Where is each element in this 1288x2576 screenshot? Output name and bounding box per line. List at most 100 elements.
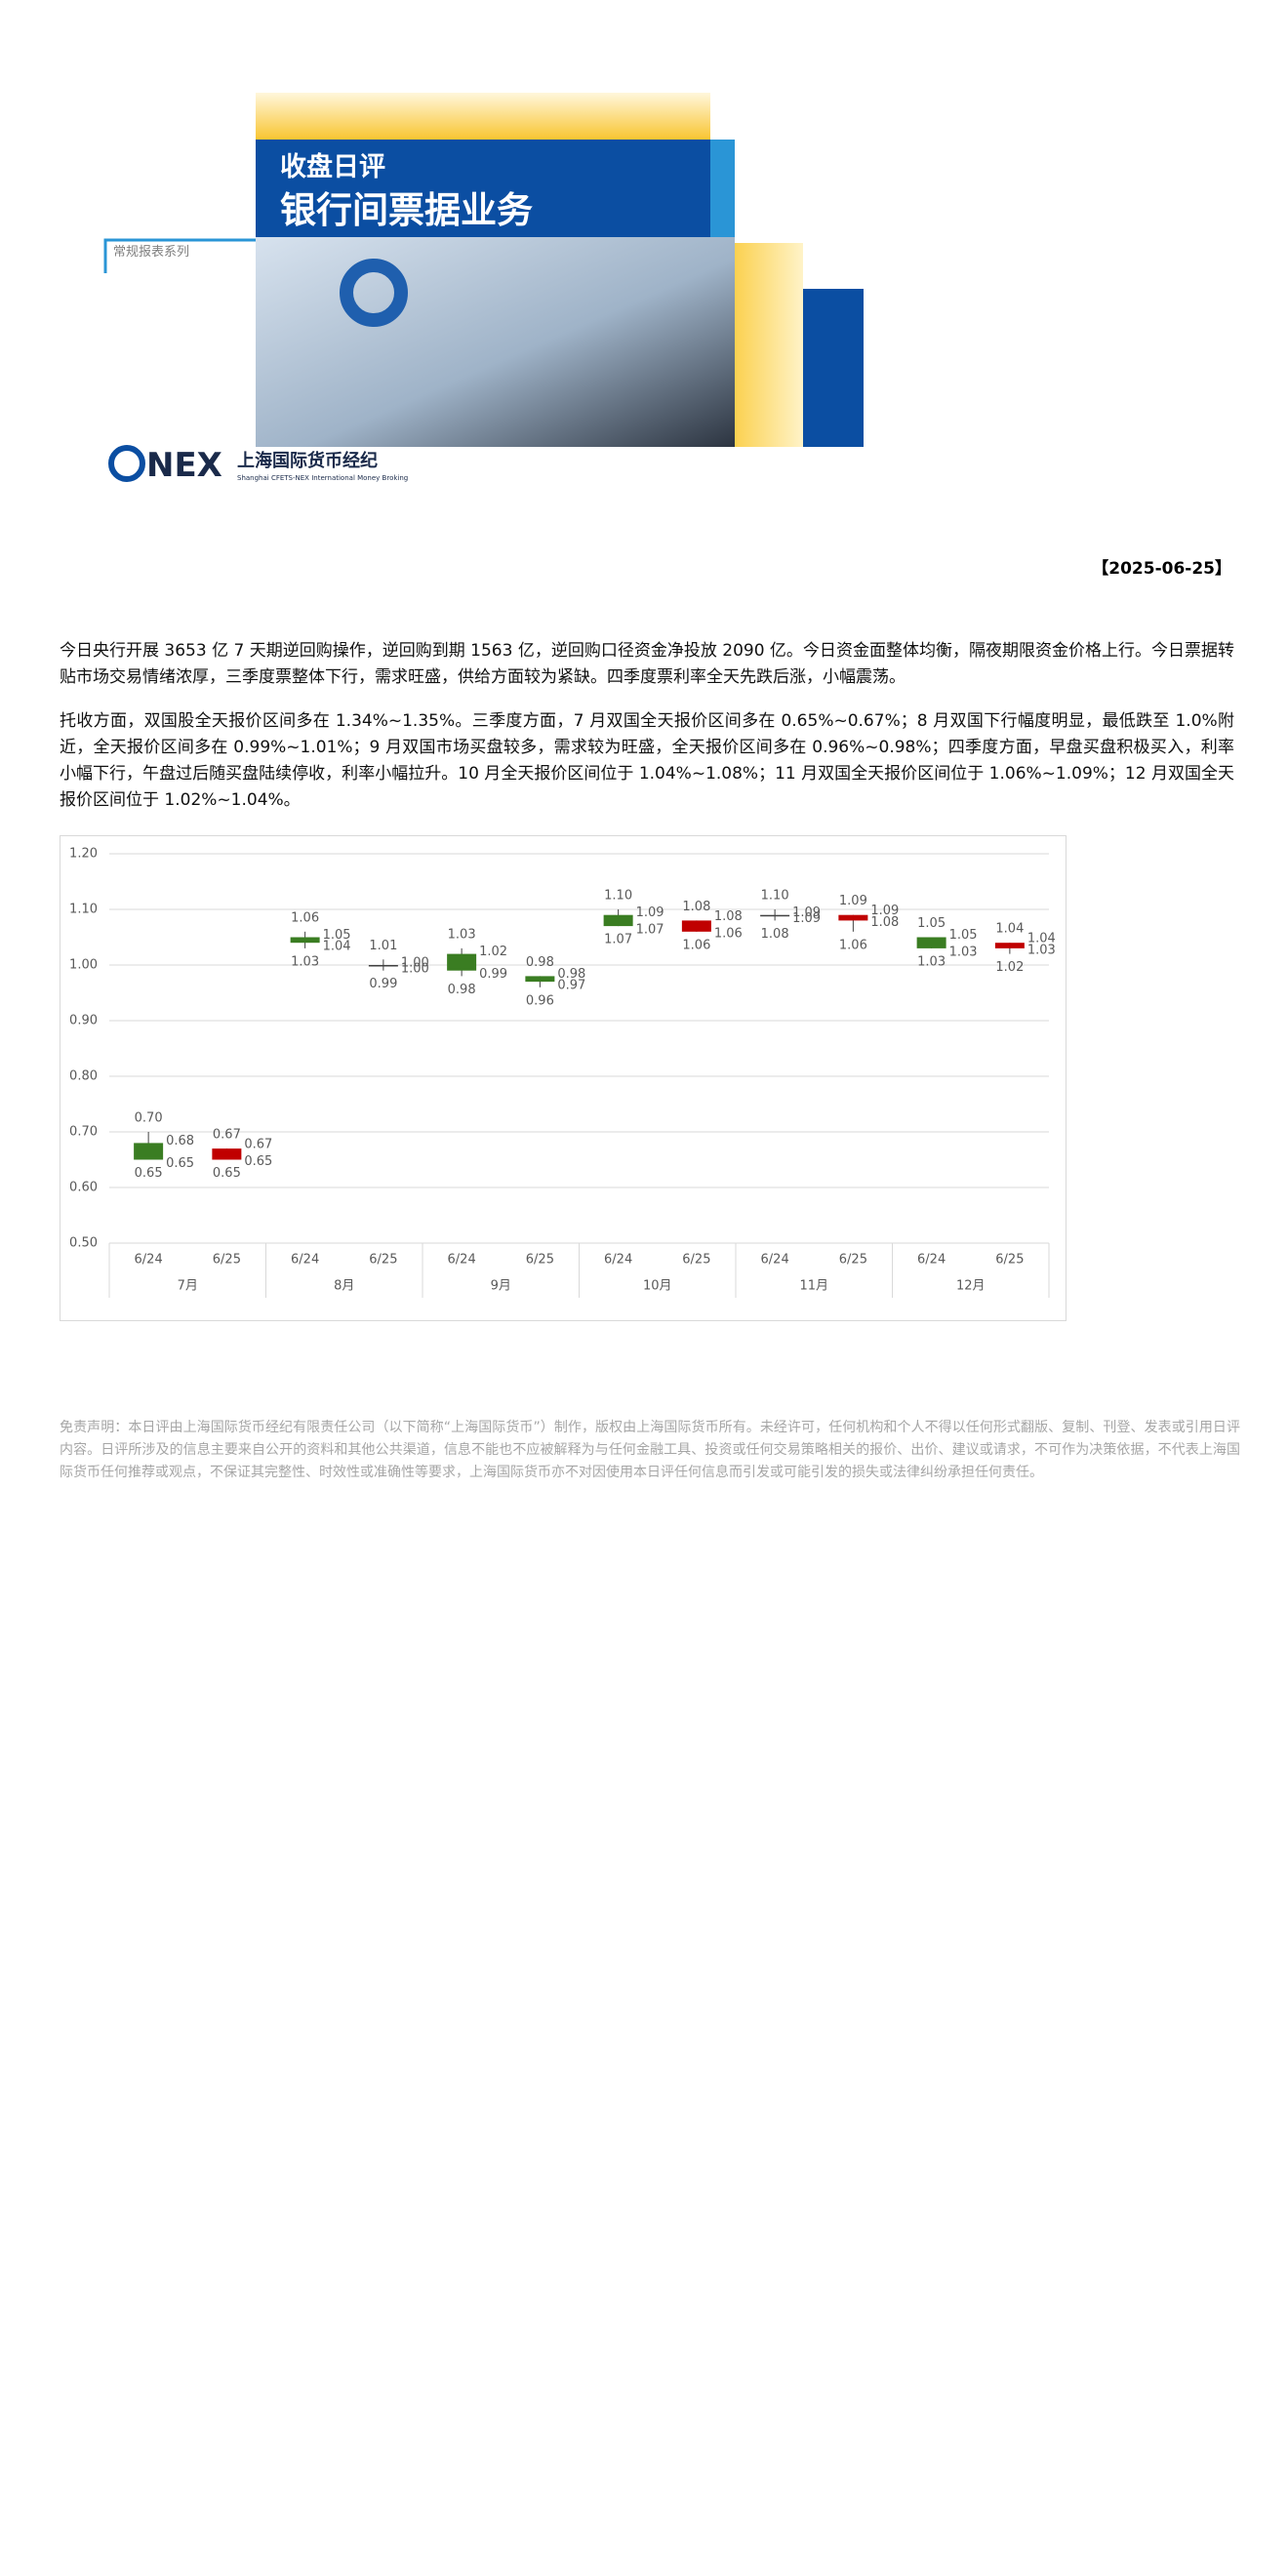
candle-body (447, 953, 477, 971)
data-label: 1.01 (369, 939, 397, 953)
decor (710, 140, 735, 237)
data-label: 1.02 (995, 960, 1024, 975)
data-label: 1.10 (761, 889, 789, 904)
data-label: 1.06 (291, 910, 319, 925)
banner-title: 收盘日评 (280, 151, 385, 182)
disclaimer: 免责声明：本日评由上海国际货币经纪有限责任公司（以下简称“上海国际货币”）制作，… (60, 1420, 1240, 1480)
logo-mark (108, 445, 145, 482)
x-tick-label: 6/24 (448, 1253, 476, 1268)
group-label: 7月 (178, 1279, 198, 1294)
series-label: 常规报表系列 (113, 245, 189, 260)
data-label: 0.67 (244, 1138, 272, 1152)
data-label: 1.04 (995, 922, 1024, 937)
group-label: 10月 (643, 1279, 672, 1294)
data-label: 0.98 (526, 955, 554, 970)
y-tick-label: 0.60 (69, 1181, 98, 1195)
logo-text: NEX (146, 446, 222, 485)
company-name-en: Shanghai CFETS-NEX International Money B… (237, 474, 408, 482)
x-tick-label: 6/24 (917, 1253, 946, 1268)
decor (735, 243, 803, 447)
data-label: 0.97 (557, 979, 585, 993)
data-label: 1.06 (714, 926, 743, 941)
x-tick-label: 6/25 (369, 1253, 397, 1268)
x-tick-label: 6/24 (761, 1253, 789, 1268)
data-label: 1.07 (636, 923, 664, 938)
data-label: 1.09 (792, 911, 821, 926)
decor (803, 289, 864, 447)
data-label: 1.09 (870, 904, 899, 918)
x-tick-label: 6/24 (291, 1253, 319, 1268)
data-label: 1.03 (448, 927, 476, 942)
x-tick-label: 6/25 (213, 1253, 241, 1268)
y-tick-label: 1.00 (69, 958, 98, 973)
candle-body (368, 965, 398, 967)
candle-body (760, 914, 790, 917)
x-tick-label: 6/24 (135, 1253, 163, 1268)
candle-body (134, 1143, 164, 1160)
x-tick-label: 6/25 (526, 1253, 554, 1268)
header-banner: 常规报表系列 收盘日评 银行间票据业务 NEX 上海国际货币经纪 Shangha… (103, 93, 864, 485)
data-label: 0.99 (369, 977, 397, 991)
data-label: 0.70 (135, 1111, 163, 1126)
data-label: 1.07 (604, 933, 632, 947)
data-label: 1.08 (761, 927, 789, 942)
data-label: 0.65 (244, 1154, 272, 1169)
group-label: 11月 (799, 1279, 828, 1294)
paragraph: 今日央行开展 3653 亿 7 天期逆回购操作，逆回购到期 1563 亿，逆回购… (60, 641, 1234, 687)
data-label: 1.03 (949, 945, 978, 959)
x-tick-label: 6/25 (839, 1253, 867, 1268)
data-label: 0.67 (213, 1128, 241, 1143)
group-label: 9月 (491, 1279, 511, 1294)
data-label: 1.09 (636, 906, 664, 920)
data-label: 1.00 (401, 962, 429, 977)
data-label: 1.08 (714, 909, 743, 924)
data-label: 0.65 (166, 1156, 194, 1171)
data-label: 1.06 (839, 938, 867, 952)
data-label: 1.04 (1027, 932, 1056, 946)
decor (256, 140, 710, 237)
data-label: 1.05 (949, 928, 978, 943)
data-label: 1.08 (682, 900, 710, 914)
data-label: 1.02 (479, 945, 507, 959)
data-label: 0.68 (166, 1134, 194, 1148)
y-tick-label: 0.70 (69, 1125, 98, 1140)
report-date: 【2025-06-25】 (1092, 559, 1231, 579)
chart: 0.50 0.60 0.70 0.80 0.90 1.00 1.10 1.20 7月 8月 9月 10… (60, 835, 1067, 1321)
candle-body (916, 937, 946, 948)
candle-body (212, 1148, 242, 1160)
group-label: 8月 (334, 1279, 354, 1294)
decor (103, 238, 256, 273)
x-tick-label: 6/25 (682, 1253, 710, 1268)
candle-body (290, 937, 320, 944)
data-label: 0.98 (448, 983, 476, 997)
paragraph: 托收方面，双国股全天报价区间多在 1.34%~1.35%。三季度方面，7 月双国… (60, 711, 1234, 810)
data-label: 1.09 (839, 894, 867, 908)
data-label: 1.05 (917, 916, 946, 931)
data-label: 0.96 (526, 993, 554, 1008)
banner-subtitle: 银行间票据业务 (280, 189, 533, 231)
company-name: 上海国际货币经纪 (237, 450, 378, 471)
data-label: 0.99 (479, 967, 507, 982)
data-label: 1.03 (291, 954, 319, 969)
data-label: 1.03 (917, 954, 946, 969)
data-label: 1.03 (1027, 943, 1056, 957)
y-tick-label: 0.50 (69, 1236, 98, 1251)
x-tick-label: 6/25 (995, 1253, 1024, 1268)
y-tick-label: 1.20 (69, 847, 98, 862)
data-label: 1.00 (401, 956, 429, 971)
photo (256, 237, 735, 447)
candle-body (681, 920, 711, 932)
candle-body (525, 976, 555, 983)
data-label: 0.65 (135, 1166, 163, 1181)
data-label: 1.04 (323, 940, 351, 954)
data-label: 1.06 (682, 938, 710, 952)
decor (340, 259, 408, 327)
candle-body (603, 914, 633, 927)
group-label: 12月 (956, 1279, 986, 1294)
candle-body (838, 914, 868, 921)
candle-body (994, 943, 1025, 948)
data-label: 1.08 (870, 915, 899, 930)
data-label: 1.09 (792, 906, 821, 920)
y-tick-label: 1.10 (69, 903, 98, 917)
data-label: 0.98 (557, 967, 585, 982)
